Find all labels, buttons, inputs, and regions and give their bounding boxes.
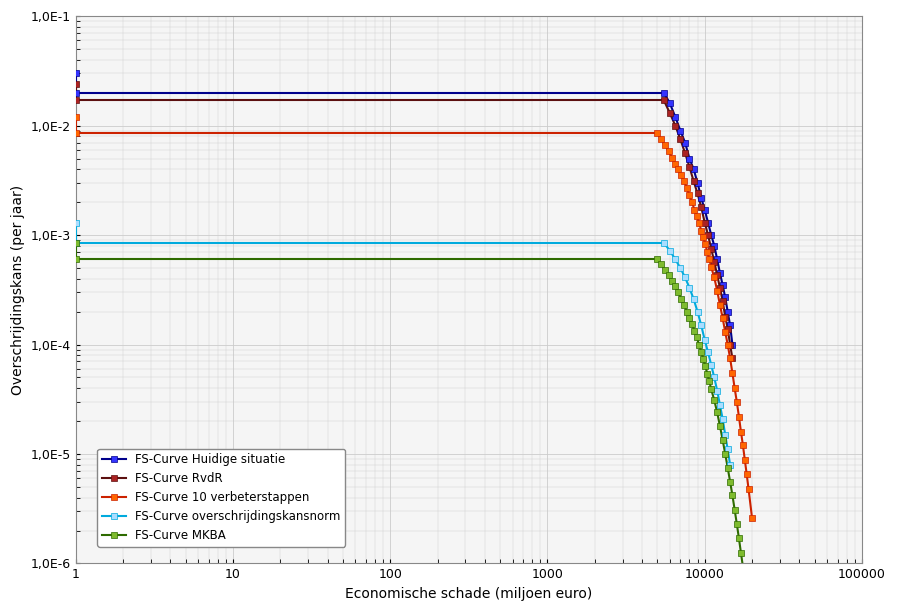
- Legend: FS-Curve Huidige situatie, FS-Curve RvdR, FS-Curve 10 verbeterstappen, FS-Curve : FS-Curve Huidige situatie, FS-Curve RvdR…: [98, 449, 345, 547]
- X-axis label: Economische schade (miljoen euro): Economische schade (miljoen euro): [345, 587, 593, 601]
- Y-axis label: Overschrijdingskans (per jaar): Overschrijdingskans (per jaar): [11, 185, 25, 395]
